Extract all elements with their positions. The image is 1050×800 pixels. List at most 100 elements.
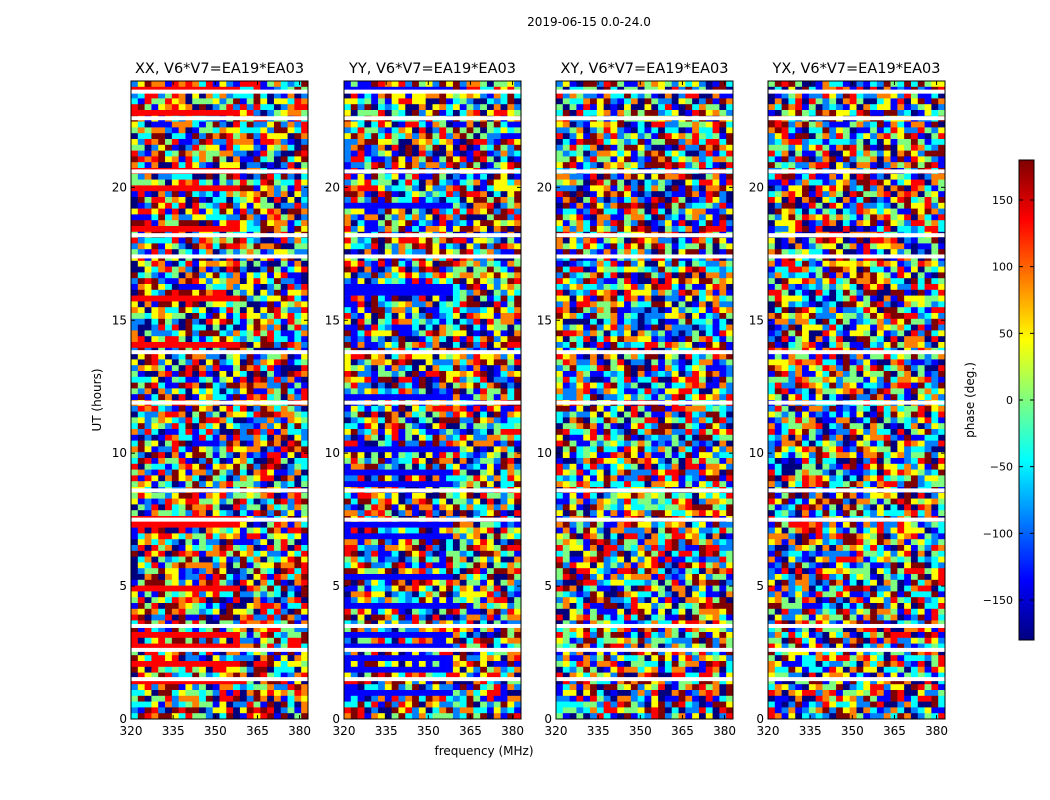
axes-frame <box>767 80 946 720</box>
axes-frame <box>555 80 734 720</box>
flag-gap <box>131 488 308 493</box>
y-tick-label: 20 <box>537 180 552 194</box>
flag-gap <box>344 116 521 121</box>
flag-gap <box>556 488 733 493</box>
y-tick-label: 20 <box>749 180 764 194</box>
x-tick-label: 320 <box>120 724 143 738</box>
x-tick-label: 320 <box>545 724 568 738</box>
x-tick-label: 350 <box>629 724 652 738</box>
flag-gap <box>556 233 733 238</box>
axes-frame <box>130 80 309 720</box>
x-tick-label: 335 <box>375 724 398 738</box>
x-tick-label: 350 <box>841 724 864 738</box>
flag-gap <box>131 169 308 174</box>
flag-gap <box>556 89 733 94</box>
flag-gap <box>131 233 308 238</box>
flag-gap <box>556 623 733 628</box>
flag-gap <box>131 517 308 522</box>
flag-gap <box>344 350 521 355</box>
y-tick-label: 15 <box>112 313 127 327</box>
panel-title: XX, V6*V7=EA19*EA03 <box>135 61 304 77</box>
flag-gap <box>344 89 521 94</box>
panel-xy: XY, V6*V7=EA19*EA03 320 335 350 365 380 0 5 10 15… <box>537 61 736 738</box>
y-tick-label: 20 <box>325 180 340 194</box>
x-tick-label: 335 <box>162 724 185 738</box>
y-tick-label: 15 <box>325 313 340 327</box>
flag-gap <box>768 488 945 493</box>
panel-title: YY, V6*V7=EA19*EA03 <box>348 61 516 77</box>
flag-gap <box>344 233 521 238</box>
panel-title: XY, V6*V7=EA19*EA03 <box>560 61 728 77</box>
x-tick-label: 380 <box>713 724 736 738</box>
flag-gap <box>344 254 521 259</box>
flag-gap <box>768 350 945 355</box>
flag-gap <box>131 350 308 355</box>
flag-gap <box>344 623 521 628</box>
x-tick-label: 365 <box>459 724 482 738</box>
colorbar-label: phase (deg.) <box>963 362 977 438</box>
y-tick-label: 5 <box>544 579 552 593</box>
heatmap <box>131 81 309 720</box>
colorbar-tick-label: −100 <box>983 527 1013 540</box>
flag-gap <box>131 116 308 121</box>
flag-gap <box>344 647 521 652</box>
flag-gap <box>131 254 308 259</box>
y-tick-label: 10 <box>749 446 764 460</box>
y-tick-label: 10 <box>537 446 552 460</box>
panel-xx: XX, V6*V7=EA19*EA03 320 335 350 365 380 0 5 10 15… <box>112 61 311 738</box>
flag-gap <box>556 350 733 355</box>
x-tick-label: 380 <box>925 724 948 738</box>
colorbar-tick-label: −150 <box>983 594 1013 607</box>
flag-gap <box>556 116 733 121</box>
flag-gap <box>768 254 945 259</box>
flag-gap <box>768 400 945 405</box>
y-tick-label: 5 <box>756 579 764 593</box>
colorbar-tick-label: 100 <box>992 261 1013 274</box>
y-tick-label: 15 <box>537 313 552 327</box>
panel-yx: YX, V6*V7=EA19*EA03 320 335 350 365 380 0 5 10 15… <box>749 61 948 738</box>
heatmap <box>556 81 734 720</box>
flag-gap <box>131 89 308 94</box>
x-tick-label: 350 <box>204 724 227 738</box>
flag-gap <box>556 169 733 174</box>
x-tick-label: 335 <box>587 724 610 738</box>
figure-title: 2019-06-15 0.0-24.0 <box>527 15 651 29</box>
flag-gap <box>131 400 308 405</box>
panel-yy: YY, V6*V7=EA19*EA03 320 335 350 365 380 0 5 10 15… <box>325 61 524 738</box>
flag-gap <box>131 623 308 628</box>
colorbar-ticks: 150 100 50 0 −50 −100 −150 <box>983 194 1034 607</box>
y-tick-label: 0 <box>119 712 127 726</box>
flag-gap <box>768 677 945 682</box>
x-tick-label: 380 <box>288 724 311 738</box>
x-tick-label: 320 <box>757 724 780 738</box>
x-tick-label: 365 <box>246 724 269 738</box>
colorbar: 150 100 50 0 −50 −100 −150 phase (deg.) <box>963 159 1035 641</box>
flag-gap <box>556 647 733 652</box>
x-tick-label: 350 <box>417 724 440 738</box>
colorbar-tick-label: 0 <box>1006 394 1013 407</box>
y-tick-label: 15 <box>749 313 764 327</box>
y-tick-label: 5 <box>119 579 127 593</box>
flag-gap <box>344 169 521 174</box>
flag-gap <box>768 169 945 174</box>
flag-gap <box>131 677 308 682</box>
flag-gap <box>344 488 521 493</box>
panels: XX, V6*V7=EA19*EA03 320 335 350 365 380 0 5 10 15… <box>112 61 948 738</box>
y-axis-label: UT (hours) <box>90 368 104 431</box>
flag-gap <box>556 517 733 522</box>
flag-gap <box>344 677 521 682</box>
colorbar-tick-label: 150 <box>992 194 1013 207</box>
flag-gap <box>768 647 945 652</box>
panel-title: YX, V6*V7=EA19*EA03 <box>771 61 940 77</box>
flag-gap <box>131 647 308 652</box>
x-tick-label: 380 <box>501 724 524 738</box>
colorbar-tick-label: −50 <box>990 461 1013 474</box>
x-tick-label: 365 <box>883 724 906 738</box>
axes-frame <box>343 80 522 720</box>
flag-gap <box>344 400 521 405</box>
y-tick-label: 0 <box>332 712 340 726</box>
y-tick-label: 0 <box>756 712 764 726</box>
x-tick-label: 335 <box>799 724 822 738</box>
flag-gap <box>556 677 733 682</box>
